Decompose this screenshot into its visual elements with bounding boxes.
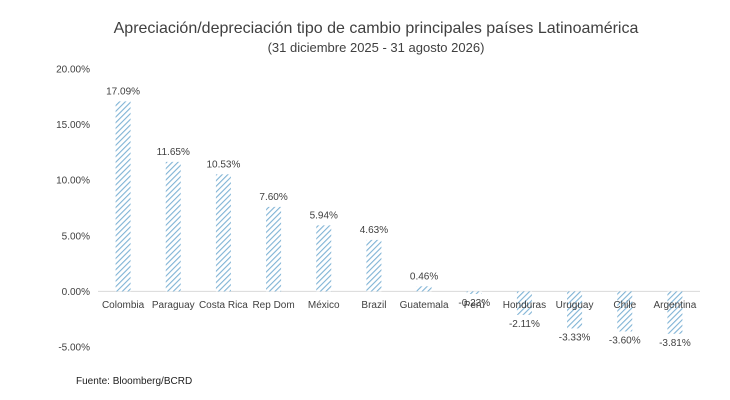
- bar: [466, 291, 482, 294]
- bar: [266, 206, 282, 292]
- data-label: 10.53%: [206, 159, 240, 170]
- data-label: -3.60%: [609, 335, 641, 346]
- y-tick-label: 5.00%: [62, 231, 90, 242]
- x-tick-label: Uruguay: [556, 300, 594, 311]
- x-tick-label: Paraguay: [152, 300, 195, 311]
- x-tick-label: Colombia: [102, 300, 145, 311]
- data-label: 11.65%: [157, 147, 190, 158]
- bar: [316, 225, 332, 292]
- x-tick-label: Argentina: [654, 300, 697, 311]
- data-label: -3.33%: [559, 332, 591, 343]
- bar: [516, 291, 532, 315]
- data-label: 17.09%: [106, 86, 140, 97]
- chart-title: Apreciación/depreciación tipo de cambio …: [114, 20, 639, 37]
- data-label: -0.23%: [458, 298, 490, 309]
- x-tick-label: Brazil: [361, 300, 386, 311]
- y-tick-label: 20.00%: [56, 65, 90, 76]
- x-tick-label: Honduras: [503, 300, 546, 311]
- data-label: 4.63%: [360, 225, 388, 236]
- bar: [416, 286, 432, 292]
- x-tick-label: México: [308, 300, 340, 311]
- y-tick-label: 15.00%: [56, 120, 90, 131]
- data-label: 0.46%: [410, 271, 438, 282]
- source-note: Fuente: Bloomberg/BCRD: [76, 376, 193, 387]
- x-tick-label: Chile: [613, 300, 636, 311]
- x-tick-label: Costa Rica: [199, 300, 248, 311]
- x-tick-label: Rep Dom: [252, 300, 294, 311]
- bar: [567, 291, 583, 329]
- x-tick-label: Perú: [464, 300, 485, 311]
- y-tick-label: 10.00%: [56, 176, 90, 187]
- bar: [215, 174, 231, 292]
- y-tick-label: -5.00%: [58, 343, 90, 354]
- data-label: 5.94%: [310, 210, 338, 221]
- data-label: -3.81%: [659, 338, 691, 349]
- bar: [667, 291, 683, 334]
- y-tick-label: 0.00%: [62, 287, 90, 298]
- bar: [165, 161, 181, 292]
- bar: [115, 101, 131, 292]
- data-label: 7.60%: [259, 192, 287, 203]
- bar: [617, 291, 633, 332]
- bar: [366, 239, 382, 292]
- x-tick-label: Guatemala: [400, 300, 449, 311]
- data-label: -2.11%: [509, 319, 540, 330]
- chart-subtitle: (31 diciembre 2025 - 31 agosto 2026): [268, 40, 485, 55]
